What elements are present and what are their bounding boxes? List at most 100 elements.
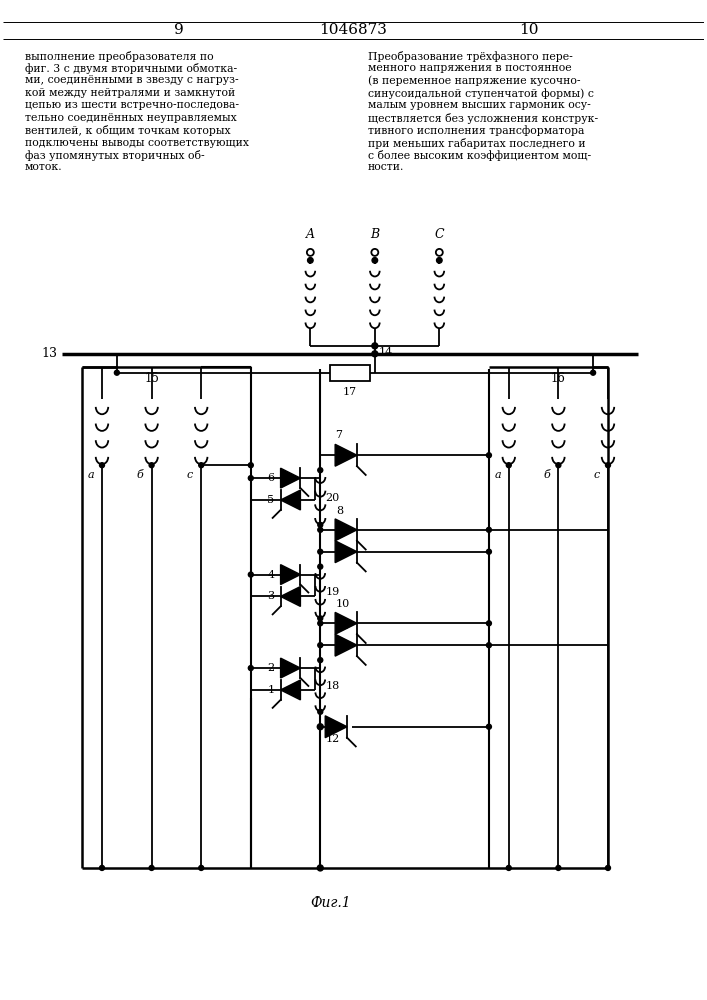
Circle shape (372, 343, 378, 349)
Text: c: c (594, 470, 600, 480)
Circle shape (605, 865, 610, 870)
Circle shape (486, 453, 491, 458)
Polygon shape (281, 490, 300, 510)
Text: 4: 4 (267, 570, 274, 580)
Text: 20: 20 (325, 493, 339, 503)
Text: 14: 14 (379, 347, 393, 357)
Circle shape (317, 549, 322, 554)
Text: 18: 18 (325, 681, 339, 691)
Circle shape (506, 865, 511, 870)
Text: синусоидальной ступенчатой формы) с: синусоидальной ступенчатой формы) с (368, 88, 594, 99)
Text: при меньших габаритах последнего и: при меньших габаритах последнего и (368, 138, 585, 149)
Text: 10: 10 (519, 23, 538, 37)
Circle shape (100, 865, 105, 870)
Text: моток.: моток. (25, 162, 62, 172)
Circle shape (556, 865, 561, 870)
Text: a: a (88, 470, 94, 480)
Text: Преобразование трёхфазного пере-: Преобразование трёхфазного пере- (368, 51, 573, 62)
Text: 11: 11 (336, 621, 351, 631)
Circle shape (317, 468, 322, 473)
Circle shape (605, 463, 610, 468)
Text: фаз упомянутых вторичных об-: фаз упомянутых вторичных об- (25, 150, 204, 161)
Text: 6: 6 (267, 473, 274, 483)
Text: (в переменное напряжение кусочно-: (в переменное напряжение кусочно- (368, 75, 580, 86)
Text: 5: 5 (267, 495, 274, 505)
Text: тивного исполнения трансформатора: тивного исполнения трансформатора (368, 125, 584, 136)
Text: ми, соединёнными в звезду с нагруз-: ми, соединёнными в звезду с нагруз- (25, 75, 238, 85)
Text: 7: 7 (335, 430, 342, 440)
Text: ществляется без усложнения конструк-: ществляется без усложнения конструк- (368, 113, 598, 124)
Text: с более высоким коэффициентом мощ-: с более высоким коэффициентом мощ- (368, 150, 591, 161)
Circle shape (248, 476, 253, 481)
Polygon shape (281, 468, 300, 488)
Text: малым уровнем высших гармоник осу-: малым уровнем высших гармоник осу- (368, 100, 590, 110)
Text: Фиг.1: Фиг.1 (310, 896, 351, 910)
Circle shape (317, 709, 322, 714)
Text: ности.: ности. (368, 162, 404, 172)
Text: выполнение преобразователя по: выполнение преобразователя по (25, 51, 214, 62)
Circle shape (486, 724, 491, 729)
Polygon shape (335, 634, 357, 656)
Text: 16: 16 (551, 372, 566, 385)
Text: фиг. 3 с двумя вторичными обмотка-: фиг. 3 с двумя вторичными обмотка- (25, 63, 237, 74)
Text: a: a (494, 470, 501, 480)
Text: C: C (435, 228, 444, 241)
Text: 17: 17 (343, 387, 357, 397)
Circle shape (317, 522, 322, 527)
Circle shape (506, 463, 511, 468)
Text: б: б (544, 470, 551, 480)
Polygon shape (281, 565, 300, 585)
Text: тельно соединённых неуправляемых: тельно соединённых неуправляемых (25, 113, 236, 123)
Circle shape (199, 865, 204, 870)
Polygon shape (325, 716, 347, 738)
Polygon shape (335, 612, 357, 634)
Circle shape (100, 463, 105, 468)
Polygon shape (335, 541, 357, 563)
Text: подключены выводы соответствующих: подключены выводы соответствующих (25, 138, 249, 148)
Circle shape (248, 463, 253, 468)
Text: c: c (187, 470, 193, 480)
Circle shape (372, 258, 378, 263)
Text: 13: 13 (41, 347, 57, 360)
Polygon shape (335, 444, 357, 466)
Circle shape (317, 658, 322, 663)
Polygon shape (281, 587, 300, 606)
Polygon shape (281, 658, 300, 678)
Bar (330, 365, 370, 381)
Circle shape (149, 865, 154, 870)
Text: 12: 12 (325, 734, 339, 744)
Text: б: б (137, 470, 144, 480)
Circle shape (317, 616, 322, 621)
Circle shape (308, 258, 313, 263)
Circle shape (317, 564, 322, 569)
Circle shape (248, 572, 253, 577)
Text: кой между нейтралями и замкнутой: кой между нейтралями и замкнутой (25, 88, 235, 98)
Circle shape (486, 549, 491, 554)
Circle shape (317, 621, 322, 626)
Text: 9: 9 (336, 528, 344, 538)
Circle shape (486, 527, 491, 532)
Circle shape (317, 724, 323, 730)
Text: 2: 2 (267, 663, 274, 673)
Polygon shape (281, 680, 300, 700)
Text: 19: 19 (325, 587, 339, 597)
Circle shape (149, 463, 154, 468)
Text: 1: 1 (267, 685, 274, 695)
Text: вентилей, к общим точкам которых: вентилей, к общим точкам которых (25, 125, 230, 136)
Circle shape (115, 370, 119, 375)
Text: A: A (306, 228, 315, 241)
Circle shape (590, 370, 595, 375)
Text: цепью из шести встречно-последова-: цепью из шести встречно-последова- (25, 100, 238, 110)
Text: 8: 8 (336, 506, 344, 516)
Circle shape (486, 643, 491, 648)
Circle shape (317, 865, 323, 871)
Circle shape (372, 351, 378, 357)
Circle shape (486, 621, 491, 626)
Circle shape (556, 463, 561, 468)
Text: 3: 3 (267, 591, 274, 601)
Polygon shape (335, 519, 357, 541)
Text: менного напряжения в постоянное: менного напряжения в постоянное (368, 63, 571, 73)
Circle shape (317, 527, 322, 532)
Circle shape (199, 463, 204, 468)
Circle shape (436, 258, 442, 263)
